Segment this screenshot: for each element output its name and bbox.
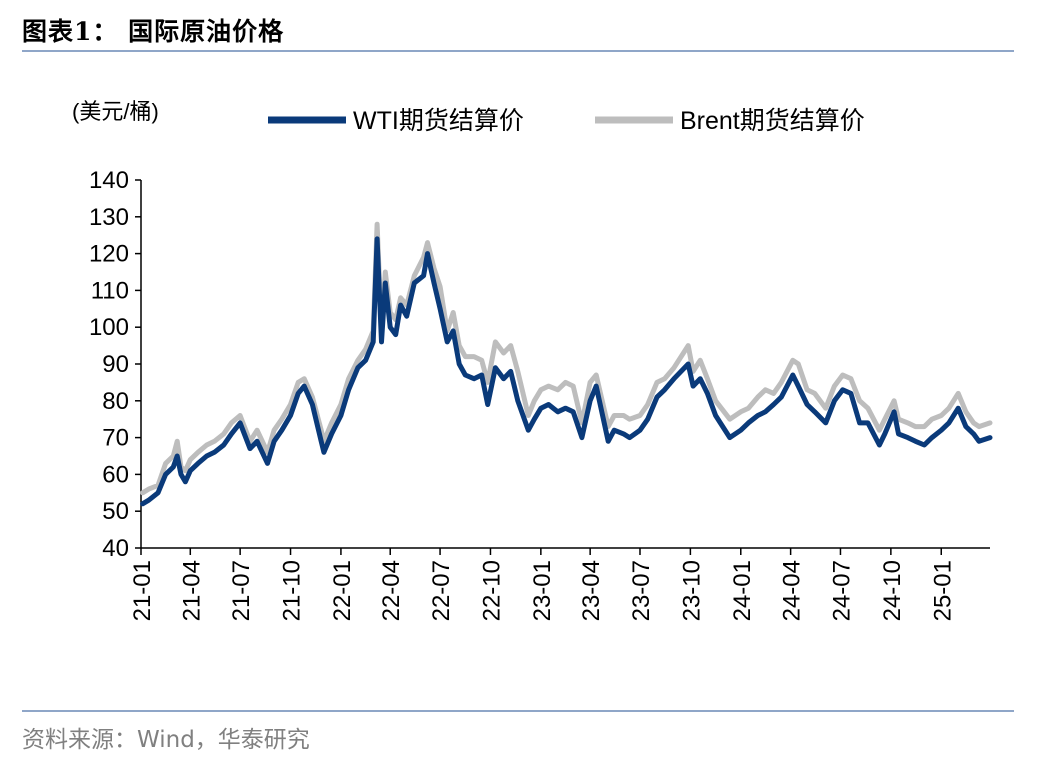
- y-tick-label: 80: [102, 388, 129, 415]
- oil-price-chart: 40 50 60 70 80 90 100 110 120 130 140 21-01 21-04 21-…: [72, 99, 993, 621]
- x-tick-label: 21-10: [279, 560, 306, 621]
- x-tick-label: 23-01: [529, 560, 556, 621]
- x-tick-label: 23-10: [678, 560, 705, 621]
- y-tick-label: 40: [102, 535, 129, 562]
- y-tick-label: 50: [102, 498, 129, 525]
- y-tick-label: 140: [89, 167, 129, 194]
- x-tick-label: 22-10: [478, 560, 505, 621]
- axes-layer: 40 50 60 70 80 90 100 110 120 130 140 21-01 21-04 21-…: [72, 99, 990, 621]
- y-tick-label: 60: [102, 461, 129, 488]
- y-tick-label: 110: [91, 277, 129, 304]
- x-tick-label: 25-01: [929, 560, 956, 621]
- series-layer: [140, 221, 993, 507]
- y-tick-label: 120: [89, 241, 129, 268]
- y-tick-label: 100: [89, 314, 129, 341]
- y-tick-label: 70: [102, 425, 129, 452]
- x-tick-label: 23-07: [628, 560, 655, 621]
- bottom-divider: [22, 710, 1014, 712]
- x-tick-label: 21-07: [228, 560, 255, 621]
- x-tick-label: 24-10: [879, 560, 906, 621]
- top-divider: [22, 50, 1014, 52]
- legend: WTI期货结算价 Brent期货结算价: [268, 107, 865, 135]
- x-tick-label: 22-04: [378, 560, 405, 621]
- y-axis-unit: (美元/桶): [72, 99, 159, 124]
- x-tick-label: 24-07: [828, 560, 855, 621]
- legend-wti-label: WTI期货结算价: [353, 107, 524, 135]
- y-tick-label: 90: [102, 351, 129, 378]
- x-tick-label: 22-07: [428, 560, 455, 621]
- brent-line: [140, 221, 993, 496]
- x-tick-label: 24-04: [779, 560, 806, 621]
- legend-brent-label: Brent期货结算价: [680, 107, 865, 135]
- source-note: 资料来源：Wind，华泰研究: [22, 727, 310, 753]
- x-tick-label: 21-01: [129, 560, 156, 621]
- wti-line: [140, 236, 993, 507]
- x-tick-label: 21-04: [178, 560, 205, 621]
- figure-title: 图表1： 国际原油价格: [22, 17, 285, 46]
- x-tick-label: 23-04: [578, 560, 605, 621]
- x-tick-label: 24-01: [729, 560, 756, 621]
- y-tick-label: 130: [89, 204, 129, 231]
- x-tick-label: 22-01: [329, 560, 356, 621]
